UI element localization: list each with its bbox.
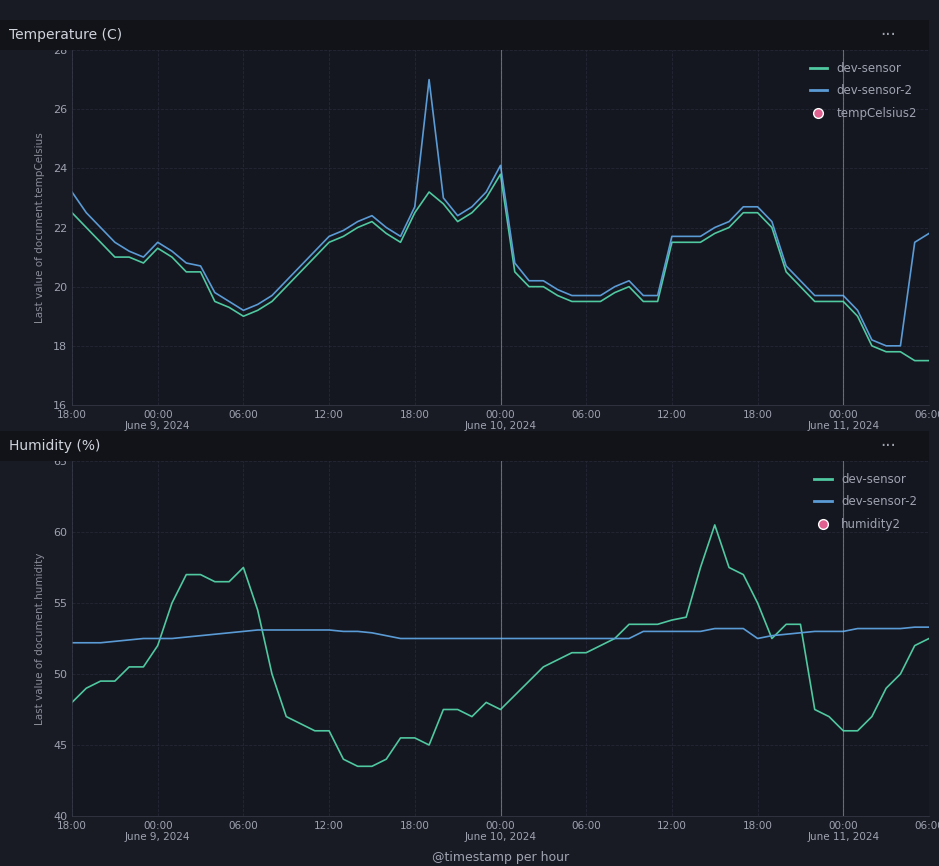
Text: Temperature (C): Temperature (C) [9, 28, 122, 42]
Legend: dev-sensor, dev-sensor-2, humidity2: dev-sensor, dev-sensor-2, humidity2 [808, 467, 923, 537]
Legend: dev-sensor, dev-sensor-2, tempCelsius2: dev-sensor, dev-sensor-2, tempCelsius2 [804, 56, 923, 126]
Text: Humidity (%): Humidity (%) [9, 439, 100, 453]
Text: ···: ··· [881, 26, 897, 44]
Y-axis label: Last value of document.tempCelsius: Last value of document.tempCelsius [35, 132, 44, 323]
Y-axis label: Last value of document.humidity: Last value of document.humidity [35, 553, 45, 725]
X-axis label: @timestamp per hour: @timestamp per hour [432, 850, 569, 863]
X-axis label: @timestamp per hour: @timestamp per hour [432, 440, 569, 453]
Text: ···: ··· [881, 437, 897, 455]
